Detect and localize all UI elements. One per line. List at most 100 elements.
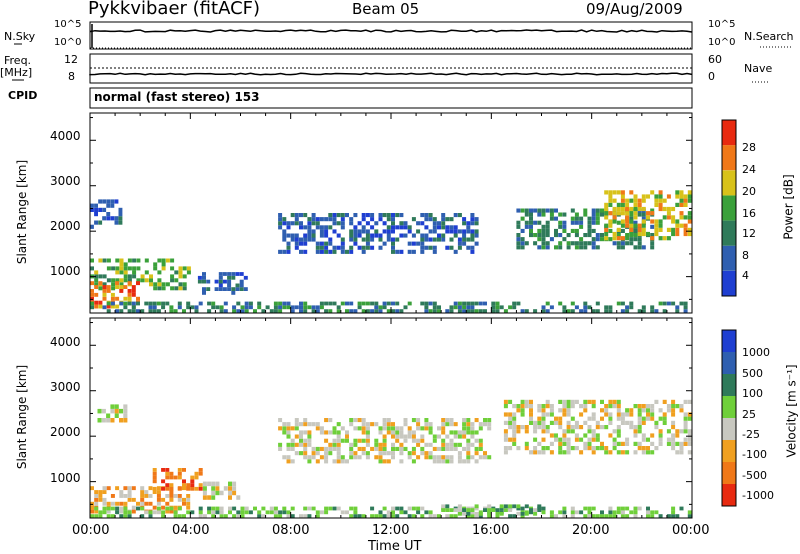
power-cell-5-43-2	[457, 241, 462, 246]
velocity-cell-4-2-6	[286, 434, 291, 439]
velocity-cell-6-22-0	[182, 514, 186, 518]
velocity-cell-6-12-2	[140, 506, 145, 511]
power-cell-1-6-4	[115, 270, 120, 275]
velocity-cell-5-44-4	[687, 433, 692, 438]
velocity-cell-4-19-5	[357, 438, 362, 443]
velocity-cell-5-28-9	[620, 412, 625, 417]
velocity-cell-2-3-0	[165, 486, 170, 491]
power-cell-6-32-0	[650, 245, 655, 250]
power-cell-6-24-0	[616, 245, 621, 250]
velocity-cell-6-30-2	[215, 506, 220, 511]
velocity-cell-1-10-6	[131, 486, 136, 491]
velocity-cell-5-25-11	[608, 404, 613, 409]
velocity-cell-5-29-0	[625, 450, 630, 455]
power-cell-5-41-3	[449, 237, 454, 242]
velocity-cell-5-19-4	[583, 433, 588, 438]
power-cell-7-13-2	[658, 227, 663, 232]
power-colorbar-swatch-2	[722, 220, 736, 246]
power-cell-1-7-5	[119, 266, 124, 271]
power-cell-7-7-8	[633, 202, 638, 207]
velocity-cell-6-9-1	[127, 510, 132, 515]
power-cell-0-5-2	[110, 216, 115, 221]
power-cell-4-5-2	[110, 301, 115, 306]
velocity-cell-5-32-9	[637, 412, 642, 417]
power-cell-4-73-0	[395, 309, 400, 313]
velocity-cell-6-134-0	[650, 514, 655, 518]
power-cell-5-17-4	[349, 233, 354, 238]
power-cell-4-21-2	[177, 301, 182, 306]
nsky-tick-top: 10^5	[54, 19, 82, 30]
power-cell-5-12-3	[328, 237, 333, 242]
power-cell-4-10-2	[131, 301, 136, 306]
velocity-cell-1-14-2	[148, 501, 153, 506]
power-cell-5-1-8	[282, 217, 287, 222]
velocity-cell-5-8-8	[537, 416, 542, 421]
velocity-cell-4-26-7	[386, 430, 391, 435]
power-cell-4-37-1	[244, 305, 249, 310]
velocity-cell-5-44-12	[687, 399, 692, 404]
velocity-cell-5-25-4	[608, 433, 613, 438]
velocity-cell-3-0-0	[202, 495, 207, 500]
velocity-cell-1-1-4	[94, 494, 99, 498]
power-cell-4-18-2	[165, 301, 170, 306]
power-cell-4-44-0	[273, 309, 278, 313]
velocity-cell-4-39-8	[441, 426, 446, 431]
power-cell-7-9-3	[641, 223, 646, 228]
velocity-cell-3-7-2	[232, 486, 237, 491]
velocity-cell-6-133-0	[646, 514, 650, 518]
power-cell-7-19-2	[683, 227, 688, 232]
velocity-cell-5-29-7	[625, 420, 630, 425]
power-cell-2-11-2	[136, 296, 140, 301]
velocity-cell-4-19-3	[357, 446, 362, 451]
power-cell-4-71-2	[386, 301, 391, 306]
power-cell-1-1-3	[94, 274, 99, 279]
velocity-cell-4-40-1	[445, 455, 450, 460]
power-cell-4-14-1	[148, 305, 153, 310]
velocity-cell-4-39-0	[441, 459, 446, 464]
power-cell-4-11-2	[136, 301, 140, 306]
velocity-cell-4-38-6	[437, 434, 441, 439]
velocity-cell-1-7-5	[119, 490, 124, 494]
power-cell-7-7-5	[633, 215, 638, 220]
velocity-cell-4-31-2	[407, 451, 412, 456]
velocity-cell-4-46-9	[470, 422, 475, 427]
velocity-cell-4-32-10	[411, 418, 416, 423]
power-cell-1-14-3	[149, 274, 153, 279]
velocity-cell-6-111-0	[554, 514, 558, 518]
power-cell-4-51-0	[303, 309, 308, 313]
velocity-cell-3-3-1	[215, 490, 220, 496]
velocity-cell-6-73-0	[395, 514, 400, 518]
velocity-cell-5-10-9	[545, 412, 550, 417]
power-cell-4-58-2	[332, 301, 337, 306]
velocity-cell-6-33-2	[228, 506, 232, 511]
power-cell-7-17-3	[675, 223, 680, 228]
power-cell-4-80-1	[424, 305, 429, 310]
velocity-cell-5-43-3	[683, 437, 688, 442]
velocity-cell-6-110-0	[549, 514, 554, 518]
power-cell-5-46-3	[470, 237, 475, 242]
power-cell-4-124-1	[608, 305, 613, 310]
velocity-cell-1-4-6	[106, 486, 111, 491]
velocity-cell-4-11-1	[324, 455, 329, 460]
power-cell-5-47-2	[474, 241, 479, 246]
velocity-cell-4-5-9	[299, 422, 303, 427]
velocity-cell-4-23-1	[374, 455, 379, 460]
velocity-cell-5-23-1	[600, 446, 604, 451]
velocity-cell-1-18-0	[165, 509, 170, 514]
velocity-cell-6-42-1	[265, 510, 270, 515]
velocity-cell-6-20-1	[173, 510, 178, 515]
power-cell-4-40-1	[257, 305, 262, 310]
velocity-cell-0-4-1	[114, 413, 119, 418]
velocity-cell-1-19-4	[169, 494, 174, 498]
velocity-cell-4-12-10	[328, 418, 333, 423]
velocity-cell-6-139-1	[671, 510, 676, 515]
power-cell-7-12-3	[654, 223, 659, 228]
velocity-cell-5-0-12	[503, 399, 508, 404]
power-cell-6-28-6	[633, 220, 638, 225]
power-cell-6-7-3	[545, 233, 550, 238]
velocity-cell-4-35-9	[424, 422, 429, 427]
power-cell-6-19-9	[595, 208, 600, 213]
xtick-4: 16:00	[472, 523, 510, 538]
power-cell-7-2-5	[612, 215, 617, 220]
